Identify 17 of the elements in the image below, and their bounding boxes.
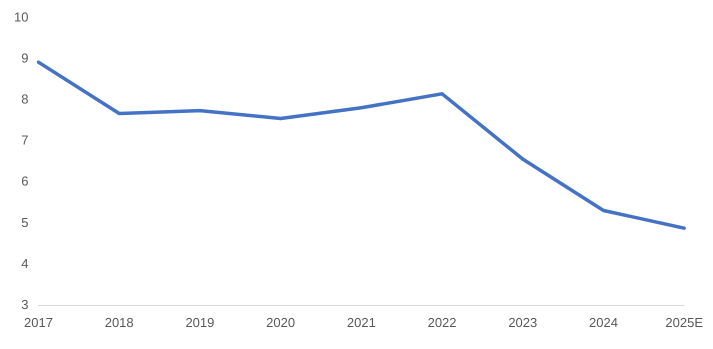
y-tick-label: 8 [21, 92, 28, 107]
x-tick-label: 2017 [24, 314, 53, 330]
y-tick-label: 3 [21, 296, 28, 312]
y-tick-label: 10 [14, 9, 28, 24]
y-tick-label: 7 [21, 132, 28, 148]
x-tick-label: 2025E [665, 314, 704, 330]
y-tick-label: 6 [21, 174, 28, 189]
x-tick-label: 2022 [428, 314, 457, 330]
x-tick-label: 2020 [266, 314, 296, 330]
x-tick-label: 2021 [346, 314, 376, 330]
x-tick-label: 2024 [589, 314, 618, 330]
y-tick-label: 4 [21, 256, 28, 271]
y-tick-label: 5 [21, 214, 28, 230]
x-tick-label: 2019 [185, 314, 214, 330]
x-tick-label: 2023 [508, 314, 538, 330]
y-tick-label: 9 [21, 50, 28, 66]
x-tick-label: 2018 [104, 314, 134, 330]
